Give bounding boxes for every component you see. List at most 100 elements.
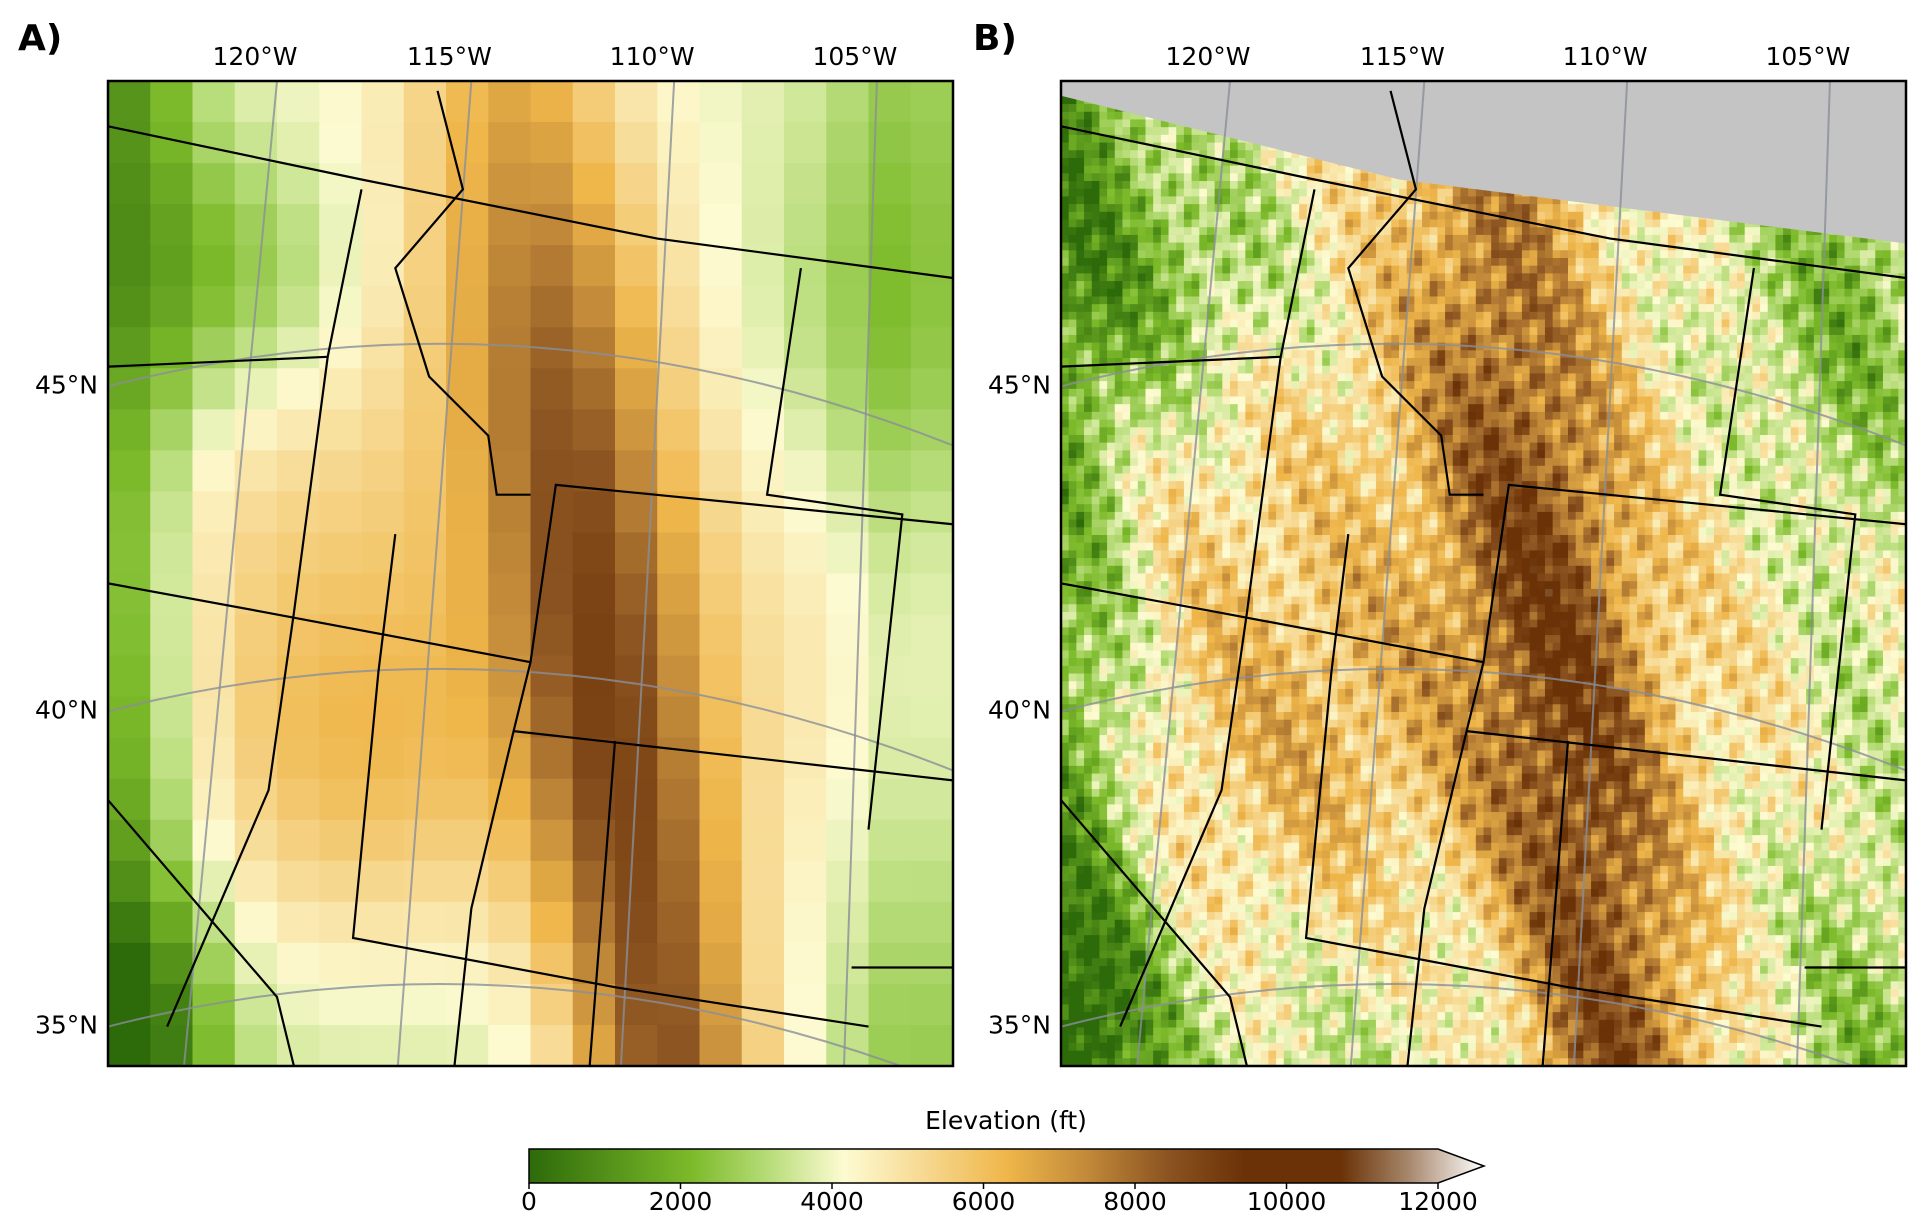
terrain-cell — [1882, 281, 1892, 290]
parallel — [108, 983, 904, 1066]
terrain-cell — [1491, 250, 1500, 259]
terrain-cell — [1460, 227, 1469, 236]
terrain-cell — [1598, 227, 1608, 236]
terrain-cell — [1091, 281, 1101, 290]
terrain-cell — [1721, 327, 1730, 336]
terrain-cell — [1291, 157, 1300, 167]
terrain-cell — [1591, 319, 1600, 328]
terrain-cell — [1760, 365, 1769, 375]
terrain-cell — [1268, 250, 1277, 259]
terrain-cell — [1230, 211, 1239, 221]
terrain-cell — [1606, 265, 1615, 274]
terrain-cell — [1091, 134, 1101, 144]
terrain-cell — [1130, 334, 1139, 344]
terrain-cell — [1076, 257, 1085, 267]
terrain-cell — [1237, 142, 1246, 151]
terrain-cell — [1314, 334, 1323, 344]
terrain-cell — [1091, 150, 1101, 159]
terrain-cell — [1299, 196, 1308, 205]
terrain-cell — [1091, 157, 1101, 167]
terrain-cell — [1675, 388, 1684, 398]
terrain-cell — [1222, 181, 1231, 190]
terrain-cell — [150, 696, 194, 739]
terrain-cell — [1445, 188, 1454, 198]
terrain-cell — [1068, 134, 1077, 144]
terrain-cell — [1698, 273, 1707, 282]
terrain-cell — [1291, 304, 1300, 313]
terrain-cell — [1591, 381, 1600, 390]
terrain-cell — [1744, 319, 1753, 328]
terrain-cell — [1683, 311, 1692, 321]
terrain-cell — [1775, 227, 1784, 236]
terrain-cell — [1368, 388, 1377, 398]
terrain-cell — [1368, 188, 1377, 198]
terrain-cell — [1345, 234, 1354, 244]
terrain-cell — [1260, 342, 1270, 351]
terrain-cell — [1552, 381, 1561, 390]
terrain-cell — [1690, 319, 1700, 328]
terrain-cell — [1783, 304, 1792, 313]
terrain-cell — [1230, 165, 1239, 174]
terrain-cell — [1368, 211, 1377, 221]
terrain-cell — [1068, 227, 1077, 236]
terrain-cell — [826, 614, 870, 657]
terrain-cell — [1475, 296, 1485, 305]
terrain-cell — [910, 245, 953, 287]
terrain-cell — [1222, 342, 1231, 351]
terrain-cell — [403, 286, 447, 328]
terrain-cell — [1813, 350, 1823, 359]
terrain-cell — [1729, 373, 1738, 382]
terrain-cell — [910, 368, 953, 410]
terrain-cell — [1706, 257, 1715, 267]
terrain-cell — [277, 532, 320, 575]
terrain-cell — [1875, 296, 1884, 305]
terrain-cell — [1675, 304, 1684, 313]
terrain-cell — [1452, 188, 1462, 198]
terrain-cell — [1813, 342, 1823, 351]
terrain-cell — [108, 778, 151, 821]
terrain-cell — [1475, 234, 1485, 244]
terrain-cell — [1445, 350, 1454, 359]
terrain-cell — [1383, 265, 1392, 274]
terrain-cell — [1852, 257, 1861, 267]
terrain-cell — [403, 778, 447, 821]
terrain-cell — [1283, 273, 1293, 282]
terrain-cell — [1183, 165, 1193, 174]
terrain-cell — [108, 573, 151, 616]
terrain-cell — [1652, 219, 1661, 228]
terrain-cell — [784, 286, 827, 328]
terrain-cell — [1806, 311, 1815, 321]
terrain-cell — [1690, 281, 1700, 290]
terrain-cell — [1345, 334, 1354, 344]
terrain-cell — [741, 122, 785, 164]
terrain-cell — [1375, 265, 1385, 274]
terrain-cell — [1591, 265, 1600, 274]
terrain-cell — [699, 532, 743, 575]
terrain-cell — [1429, 273, 1439, 282]
terrain-cell — [1414, 311, 1423, 321]
terrain-cell — [1552, 281, 1561, 290]
terrain-cell — [403, 532, 447, 575]
terrain-cell — [1253, 381, 1262, 390]
panel-label: B) — [973, 18, 1017, 59]
terrain-cell — [1237, 373, 1246, 382]
terrain-cell — [1683, 381, 1692, 390]
terrain-cell — [910, 696, 953, 739]
terrain-cell — [1829, 288, 1838, 298]
terrain-cell — [1145, 188, 1154, 198]
terrain-cell — [530, 737, 574, 780]
terrain-cell — [1245, 227, 1254, 236]
terrain-cell — [615, 450, 658, 493]
terrain-cell — [1337, 227, 1346, 236]
terrain-cell — [1437, 334, 1446, 344]
terrain-cell — [1368, 381, 1377, 390]
terrain-cell — [1445, 281, 1454, 290]
terrain-cell — [1498, 211, 1508, 221]
terrain-cell — [1153, 304, 1162, 313]
terrain-cell — [1652, 234, 1661, 244]
terrain-cell — [1299, 334, 1308, 344]
terrain-cell — [1475, 304, 1485, 313]
terrain-cell — [1483, 365, 1492, 375]
terrain-cell — [741, 1024, 785, 1066]
terrain-cell — [1806, 365, 1815, 375]
